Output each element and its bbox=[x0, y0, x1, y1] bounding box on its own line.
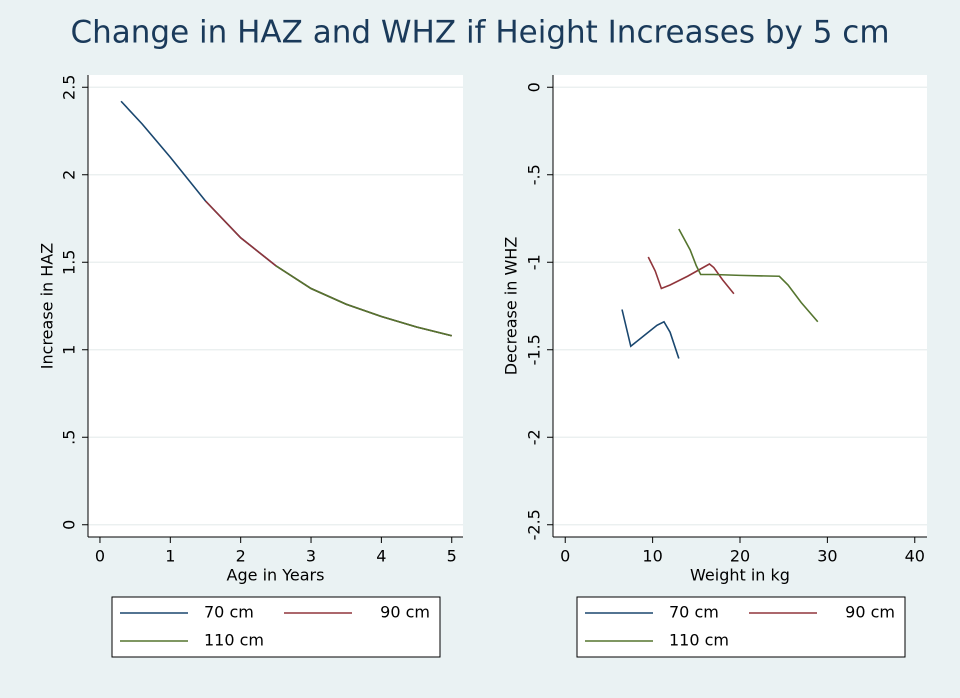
x-tick-label: 40 bbox=[905, 547, 925, 566]
plot-area bbox=[88, 75, 463, 537]
legend-label: 70 cm bbox=[669, 603, 719, 622]
y-tick-label: -1.5 bbox=[525, 334, 544, 365]
y-axis-title: Decrease in WHZ bbox=[502, 237, 521, 376]
x-tick-label: 20 bbox=[730, 547, 750, 566]
x-tick-label: 2 bbox=[236, 547, 246, 566]
data-line bbox=[275, 265, 452, 337]
y-axis-title: Increase in HAZ bbox=[38, 243, 57, 369]
y-tick-label: 1 bbox=[60, 345, 79, 355]
legend-label: 110 cm bbox=[669, 631, 729, 650]
legend-label: 90 cm bbox=[380, 603, 430, 622]
x-tick-label: 5 bbox=[447, 547, 457, 566]
x-tick-label: 0 bbox=[95, 547, 105, 566]
x-axis-title: Weight in kg bbox=[690, 566, 790, 585]
y-tick-label: 0 bbox=[525, 82, 544, 92]
legend-box bbox=[576, 596, 906, 658]
y-tick-label: .5 bbox=[60, 430, 79, 445]
x-tick-label: 1 bbox=[165, 547, 175, 566]
y-tick-label: 2.5 bbox=[60, 75, 79, 100]
y-tick-label: -1 bbox=[525, 254, 544, 270]
y-tick-label: 1.5 bbox=[60, 250, 79, 275]
y-tick-label: 0 bbox=[60, 520, 79, 530]
y-tick-label: -2.5 bbox=[525, 509, 544, 540]
chart-title: Change in HAZ and WHZ if Height Increase… bbox=[70, 15, 889, 51]
y-tick-label: 2 bbox=[60, 170, 79, 180]
legend-label: 110 cm bbox=[204, 631, 264, 650]
y-tick-label: -2 bbox=[525, 429, 544, 445]
data-line bbox=[647, 256, 735, 295]
plot-area bbox=[553, 75, 927, 537]
legend-label: 90 cm bbox=[845, 603, 895, 622]
x-axis-title: Age in Years bbox=[227, 566, 325, 585]
legend-label: 70 cm bbox=[204, 603, 254, 622]
x-tick-label: 0 bbox=[560, 547, 570, 566]
y-tick-label: -.5 bbox=[525, 164, 544, 185]
legend-box bbox=[111, 596, 441, 658]
x-tick-label: 3 bbox=[306, 547, 316, 566]
data-line bbox=[621, 309, 680, 359]
x-tick-label: 10 bbox=[642, 547, 662, 566]
x-tick-label: 30 bbox=[817, 547, 837, 566]
x-tick-label: 4 bbox=[376, 547, 386, 566]
data-line bbox=[678, 228, 819, 323]
